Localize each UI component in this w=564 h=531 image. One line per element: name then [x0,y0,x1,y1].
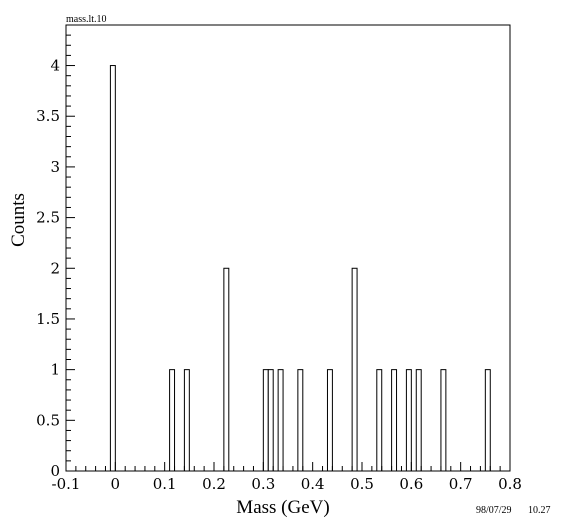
y-axis-title: Counts [8,193,29,247]
y-tick-label: 0.5 [36,411,60,429]
x-axis-title: Mass (GeV) [236,497,329,518]
histogram-bar-12 [405,369,412,472]
x-tick-label: 0.3 [251,475,275,493]
y-tick-label: 0 [50,462,60,480]
y-axis-ticks: 0 0.5 1 1.5 2 2.5 3 3.5 4 [36,24,75,480]
histogram-bar-7 [297,369,304,472]
x-tick-label: 0.4 [301,475,325,493]
histogram-bar-13 [415,369,422,472]
y-tick-label: 3 [50,158,60,176]
histogram-bar-10 [376,369,383,472]
histogram-bar-1 [169,369,176,472]
histogram-bar-3 [223,267,230,472]
histogram-title: mass.lt.10 [66,14,107,25]
footer-time: 10.27 [528,505,551,516]
x-tick-label: 0.6 [399,475,423,493]
x-tick-label: 0.2 [202,475,226,493]
y-tick-label: 2 [50,259,60,277]
histogram-bar-2 [183,369,190,472]
y-tick-label: 3.5 [36,107,60,125]
x-tick-label: 0.7 [449,475,473,493]
y-tick-label: 4 [50,57,60,75]
histogram-bar-15 [484,369,491,472]
histogram-bar-4 [262,369,269,472]
x-tick-label: 0.8 [498,475,522,493]
histogram-bar-5 [267,369,274,472]
histogram-bar-14 [440,369,447,472]
y-tick-label: 1 [50,361,60,379]
y-tick-label: 1.5 [36,310,60,328]
histogram-bar-11 [391,369,398,472]
x-tick-label: 0.1 [153,475,177,493]
x-tick-label: 0 [111,475,121,493]
x-tick-label: 0.5 [350,475,374,493]
histogram-bar-6 [277,369,284,472]
histogram-bar-0 [109,65,116,472]
footer-date: 98/07/29 [476,505,512,516]
histogram-bar-9 [351,267,358,472]
y-tick-label: 2.5 [36,209,60,227]
histogram-bars [109,65,491,472]
x-axis-ticks: -0.1 0 0.1 0.2 0.3 0.4 0.5 0.6 0.7 0.8 [52,462,522,493]
x-tick-label: -0.1 [52,475,81,493]
histogram-bar-8 [326,369,333,472]
